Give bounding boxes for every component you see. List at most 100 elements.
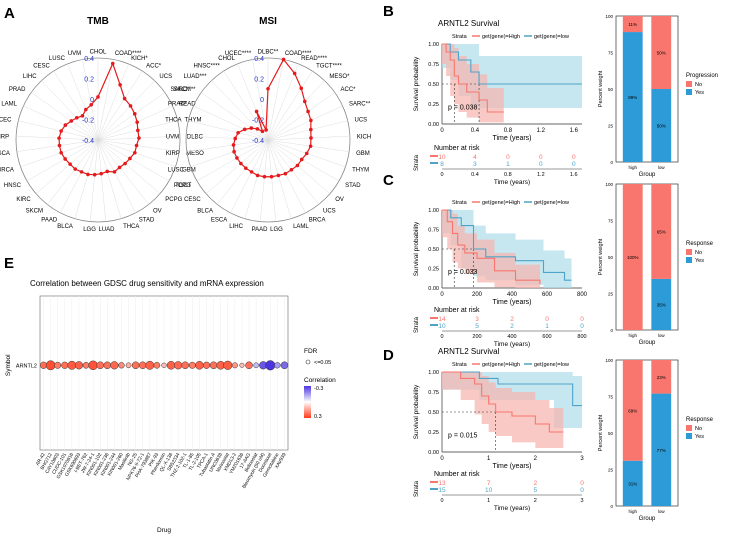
radar-point (309, 136, 313, 140)
radar-point (110, 61, 115, 66)
radar-point (302, 99, 307, 104)
radar-ring-label: -0.2 (252, 118, 264, 125)
km-plot-d: ARNTL2 Survival Strata get(gene)=High get(g… (413, 347, 584, 512)
radar-category-label: UCS (354, 118, 367, 124)
dot-point (82, 362, 90, 369)
corr-tick-top: -0.3 (314, 386, 323, 392)
bar-value-label: 31% (628, 481, 637, 486)
radar-point (255, 173, 260, 178)
radar-category-label: ESCA (0, 151, 10, 157)
bar-chart-b: 0 25 50 75 100 Percent weight 89% 11% high 50% 50%… (598, 14, 718, 178)
radar-category-label: THYM (352, 168, 369, 174)
radar-spoke (97, 139, 149, 205)
risk-count-high: 10 (438, 154, 446, 161)
dot-point (223, 360, 233, 370)
radar-point (123, 161, 127, 166)
bar-segment-yes (651, 89, 672, 162)
radar-point (79, 170, 84, 174)
bar-legend-item: No (695, 82, 702, 88)
radar-spoke (35, 139, 99, 194)
radar-spoke (97, 139, 176, 168)
risk-x-axis-label: Time (years) (494, 505, 530, 512)
radar-category-label: PRAD (9, 87, 26, 93)
radar-spoke (201, 92, 269, 141)
radar-spoke (47, 139, 99, 205)
km-y-tick-label: 1.00 (428, 42, 439, 48)
radar-point (99, 171, 104, 176)
km-x-tick-label: 0.8 (504, 128, 513, 134)
radar-category-label: GBM (182, 168, 196, 174)
km-plot-c: Strata get(gene)=High get(gene)=low 0.00 0.2… (413, 200, 588, 348)
radar-point (132, 112, 137, 116)
radar-ring-label: 0 (90, 97, 94, 104)
radar-category-label: LAML (293, 224, 309, 230)
radar-point (231, 143, 236, 147)
radar-category-label: UCS (159, 74, 172, 80)
km-legend-title: Strata (452, 34, 468, 40)
radar-category-label: DLBC** (258, 50, 279, 56)
radar-point (249, 170, 254, 174)
dot-point (239, 362, 245, 368)
dot-point (67, 360, 77, 370)
radar-spoke (267, 139, 292, 219)
bar-x-axis-label: Group (639, 340, 656, 346)
km-curve-low (442, 43, 582, 85)
km-legend-high: get(gene)=High (482, 362, 520, 368)
radar-point (122, 96, 127, 101)
radar-point (84, 107, 88, 112)
dot-x-axis-label: Drug (157, 527, 171, 534)
radar-spoke (267, 105, 343, 141)
dot-point (125, 362, 132, 369)
km-y-axis-label: Survival probability (413, 221, 420, 276)
bar-value-label: 77% (657, 448, 666, 453)
risk-count-low: 15 (438, 487, 446, 494)
radar-category-label: OV (335, 197, 344, 203)
km-y-tick-label: 0.00 (428, 450, 439, 456)
bar-chart-c: 0 25 50 75 100 Percent weight 100% high 35% 65% lo… (598, 182, 714, 346)
dot-point (96, 361, 104, 370)
radar-point (306, 109, 310, 114)
radar-category-label: ACC* (146, 64, 162, 70)
radar-category-label: UVM (166, 134, 179, 140)
radar-spoke (41, 80, 99, 141)
risk-count-high: 4 (473, 154, 477, 161)
radar-point (80, 114, 85, 118)
radar-point (135, 120, 139, 124)
risk-swatch-low (430, 488, 438, 490)
radar-point (289, 168, 294, 172)
radar-category-label: SKCM (26, 208, 43, 214)
risk-count-low: 10 (485, 487, 493, 494)
km-curve-low (442, 209, 572, 281)
radar-point (308, 144, 313, 148)
bar-category-label: low (658, 165, 666, 170)
radar-point (112, 170, 117, 174)
radar-ring-label: 0.4 (254, 56, 264, 63)
risk-x-tick-label: 0.4 (471, 172, 479, 178)
radar-category-label: LUSC (168, 168, 185, 174)
km-legend-high: get(gene)=High (482, 34, 520, 40)
bar-value-label: 11% (628, 22, 637, 27)
radar-point (304, 151, 309, 156)
radar-spoke (16, 135, 99, 141)
km-legend-low: get(gene)=low (534, 34, 569, 40)
radar-spoke (23, 105, 99, 141)
km-x-tick-label: 3 (580, 456, 584, 462)
dot-point (174, 361, 183, 370)
radar-spoke (267, 139, 331, 194)
radar-point (118, 83, 122, 87)
risk-x-tick-label: 2 (534, 498, 537, 504)
radar-category-label: MESO* (329, 74, 350, 80)
bar-value-label: 35% (657, 302, 666, 307)
fdr-legend-title: FDR (304, 348, 318, 355)
risk-count-low: 5 (534, 487, 538, 494)
radar-point (236, 130, 240, 135)
km-x-tick-label: 0 (440, 128, 444, 134)
radar-category-label: UVM (68, 51, 81, 57)
radar-ring-label: -0.2 (82, 118, 94, 125)
risk-count-low: 10 (438, 323, 446, 330)
bar-panel-frame (615, 183, 679, 331)
km-curve-high (442, 43, 504, 113)
risk-x-axis-label: Time (years) (494, 179, 530, 186)
panel-label-a: A (4, 5, 15, 22)
radar-category-label: THYM (184, 118, 201, 124)
